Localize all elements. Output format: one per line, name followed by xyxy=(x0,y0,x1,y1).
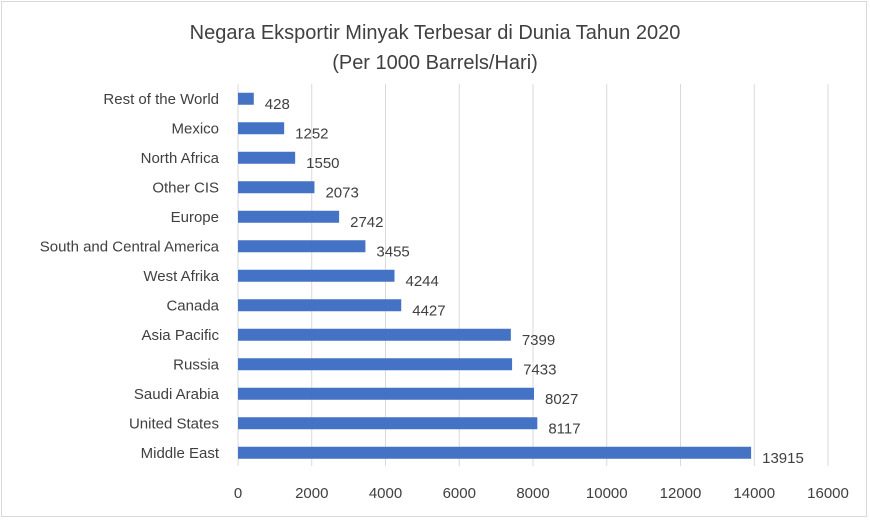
category-labels: Rest of the World Mexico North Africa Other… xyxy=(40,91,220,462)
category-label: Russia xyxy=(173,356,220,373)
category-label: Canada xyxy=(166,297,219,314)
x-tick-label: 0 xyxy=(234,485,242,502)
category-label: Other CIS xyxy=(152,179,219,196)
category-label: Saudi Arabia xyxy=(134,386,220,403)
category-label: South and Central America xyxy=(40,238,220,255)
data-label: 8117 xyxy=(548,420,580,437)
bar xyxy=(238,299,402,312)
data-label: 4427 xyxy=(412,302,445,319)
bar xyxy=(238,151,296,164)
data-label: 2073 xyxy=(325,184,358,201)
category-label: Mexico xyxy=(171,120,219,137)
data-label: 7433 xyxy=(523,361,556,378)
x-tick-label: 12000 xyxy=(660,485,702,502)
bar xyxy=(238,92,254,105)
data-label: 2742 xyxy=(350,214,383,231)
x-tick-label: 14000 xyxy=(733,485,775,502)
bar xyxy=(238,446,752,459)
x-axis-tick-labels: 0 2000 4000 6000 8000 10000 12000 14000 16000 xyxy=(234,485,849,502)
bar xyxy=(238,181,315,194)
category-label: Middle East xyxy=(141,445,220,462)
data-label: 428 xyxy=(265,96,290,113)
x-tick-label: 2000 xyxy=(295,485,328,502)
bar xyxy=(238,269,395,282)
data-label: 7399 xyxy=(522,332,555,349)
x-tick-label: 6000 xyxy=(443,485,476,502)
category-label: Europe xyxy=(171,209,219,226)
data-label: 13915 xyxy=(762,450,804,467)
category-label: United States xyxy=(129,415,219,432)
bar xyxy=(238,358,513,371)
x-tick-label: 16000 xyxy=(807,485,849,502)
bar xyxy=(238,122,285,135)
x-tick-label: 10000 xyxy=(586,485,628,502)
data-label: 3455 xyxy=(376,243,409,260)
data-labels: 428 1252 1550 2073 2742 3455 4244 4427 7399 7433 8… xyxy=(265,96,804,467)
data-label: 4244 xyxy=(405,273,438,290)
category-label: West Afrika xyxy=(143,268,219,285)
data-label: 8027 xyxy=(545,391,578,408)
x-tick-label: 4000 xyxy=(369,485,402,502)
bar xyxy=(238,387,534,400)
bar xyxy=(238,417,538,430)
category-label: Asia Pacific xyxy=(141,327,219,344)
chart-title: Negara Eksportir Minyak Terbesar di Duni… xyxy=(189,22,681,44)
bars xyxy=(238,92,752,459)
category-label: North Africa xyxy=(141,150,220,167)
bar xyxy=(238,240,366,253)
bar xyxy=(238,210,340,223)
data-label: 1252 xyxy=(295,125,328,142)
category-label: Rest of the World xyxy=(103,91,219,108)
chart-subtitle: (Per 1000 Barrels/Hari) xyxy=(332,52,538,74)
data-label: 1550 xyxy=(306,155,339,172)
x-tick-label: 8000 xyxy=(516,485,549,502)
bar xyxy=(238,328,511,341)
